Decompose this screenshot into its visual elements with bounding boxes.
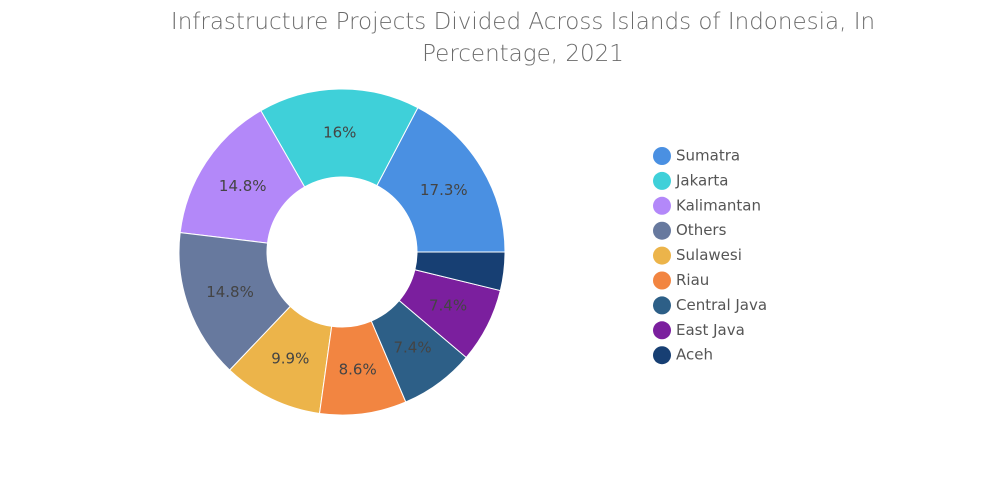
legend-swatch <box>653 147 671 165</box>
data-label: 14.8% <box>219 177 267 195</box>
chart-title: Infrastructure Projects Divided Across I… <box>170 9 876 67</box>
data-label: 7.4% <box>429 297 467 315</box>
legend-swatch <box>653 271 671 290</box>
donut-slice <box>178 232 292 371</box>
legend-swatch <box>653 346 671 365</box>
legend-label: Central Java <box>676 296 767 314</box>
data-label: 16% <box>323 124 356 142</box>
legend-swatch <box>653 171 671 190</box>
legend-swatch <box>653 246 671 265</box>
data-label: 17.3% <box>420 181 468 199</box>
legend-swatch <box>653 221 671 240</box>
legend-label: Riau <box>676 271 709 289</box>
donut-slice <box>376 107 506 253</box>
data-label: 9.9% <box>271 350 309 368</box>
donut-slice <box>179 109 306 244</box>
legend-swatch <box>653 196 671 215</box>
data-label: 8.6% <box>339 360 377 378</box>
legend-label: Others <box>676 221 727 239</box>
legend-label: Sumatra <box>676 147 740 165</box>
data-label: 7.4% <box>393 338 431 356</box>
legend-label: Sulawesi <box>676 246 742 264</box>
legend-swatch <box>653 296 671 315</box>
legend-label: Jakarta <box>675 171 728 189</box>
donut-slice <box>260 88 419 188</box>
legend-swatch <box>653 321 671 340</box>
legend-label: Aceh <box>676 346 713 364</box>
donut-slice <box>414 251 506 292</box>
data-label: 14.8% <box>206 283 254 301</box>
legend-label: Kalimantan <box>676 196 761 214</box>
legend-label: East Java <box>676 321 745 339</box>
